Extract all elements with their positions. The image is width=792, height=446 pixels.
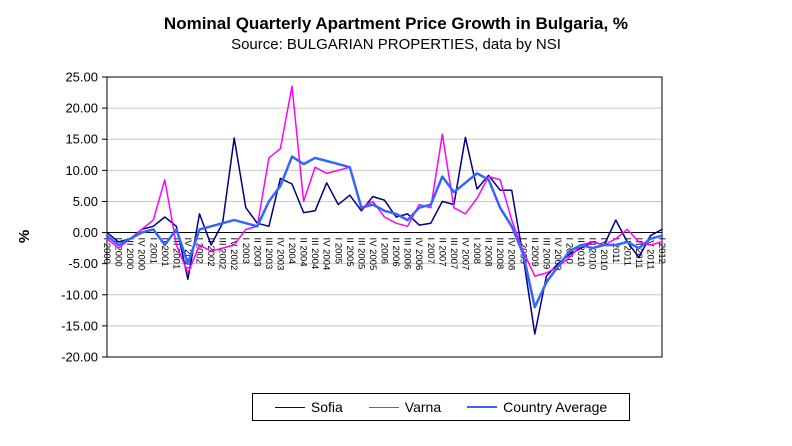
legend-line-country-average-icon [467,406,498,408]
legend-item-country-average: Country Average [467,399,607,415]
y-tick-label: 0.00 [73,225,98,240]
legend: Sofia Varna Country Average [251,393,631,421]
x-tick-label: IV 2006 [413,238,424,271]
x-tick-label: II 2006 [390,238,401,267]
y-tick-label: 20.00 [65,101,98,116]
x-tick-label: II 2005 [344,238,355,267]
legend-line-varna-icon [368,406,399,408]
plot-border [106,76,663,358]
x-tick-label: II 2001 [159,238,170,267]
x-tick-label: II 2010 [575,238,586,267]
y-tick-label: 15.00 [65,132,98,147]
x-tick-label: IV 2009 [552,238,563,271]
x-tick-label: I 2008 [471,238,482,264]
legend-label-varna: Varna [404,399,442,415]
x-tick-label: III 2009 [540,238,551,270]
x-tick-label: IV 2001 [182,238,193,271]
x-tick-label: IV 2000 [136,238,147,271]
series-line-varna [106,85,663,277]
x-tick-label: II 2007 [436,238,447,267]
x-tick-label: I 2006 [379,238,390,264]
x-tick-label: III 2003 [263,238,274,270]
x-tick-label: II 2002 [205,238,216,267]
x-tick-label: IV 2007 [459,238,470,271]
x-tick-label: IV 2011 [644,238,655,270]
legend-item-varna: Varna [368,399,442,415]
x-tick-label: I 2004 [286,238,297,264]
x-tick-label: IV 2005 [367,238,378,271]
x-tick-label: IV 2008 [506,238,517,271]
y-tick-label: -15.00 [61,318,98,333]
y-axis-label: % [16,229,34,244]
x-tick-label: I 2003 [240,238,251,264]
x-tick-label: III 2008 [494,238,505,270]
x-tick-label: IV 2004 [321,238,332,271]
x-tick-label: II 2000 [113,238,124,267]
x-tick-label: II 2011 [621,238,632,266]
x-tick-label: IV 2002 [228,238,239,271]
x-tick-label: III 2005 [355,238,366,270]
y-tick-label: 10.00 [65,163,98,178]
x-tick-label: II 2003 [251,238,262,267]
y-tick-label: 5.00 [73,194,98,209]
x-tick-label: II 2009 [529,238,540,267]
y-tick-label: -20.00 [61,350,98,365]
series-line-sofia [106,136,663,335]
y-tick-label: 25.00 [65,70,98,85]
x-tick-label: I 2001 [147,238,158,264]
x-tick-label: II 2004 [298,238,309,267]
x-tick-label: III 2004 [309,238,320,270]
x-tick-label: I 2005 [332,238,343,264]
y-axis: -20.00 -15.00 -10.00 -5.00 0.00 5.00 10.00 15.0… [61,70,107,365]
x-tick-label: III 2010 [587,238,598,270]
y-tick-label: -10.00 [61,287,98,302]
legend-label-country-average: Country Average [503,399,608,415]
x-tick-label: III 2006 [402,238,413,270]
legend-label-sofia: Sofia [310,399,343,415]
y-tick-label: -5.00 [68,256,98,271]
x-tick-label: I 2011 [610,238,621,264]
legend-item-sofia: Sofia [274,399,343,415]
x-tick-label: II 2008 [483,238,494,267]
chart-subtitle: Source: BULGARIAN PROPERTIES, data by NS… [231,36,561,53]
chart-title: Nominal Quarterly Apartment Price Growth… [163,14,629,33]
legend-row: Sofia Varna Country Average [45,393,792,421]
series-line-country-average [105,155,664,309]
x-tick-label: I 2002 [194,238,205,264]
line-chart: -20.00 -15.00 -10.00 -5.00 0.00 5.00 10.00 15.0… [61,70,667,365]
x-tick-label: IV 2003 [274,238,285,271]
x-tick-label: III 2007 [448,238,459,270]
x-tick-label: III 2002 [217,238,228,270]
x-tick-label: III 2000 [124,238,135,270]
x-tick-label: IV 2010 [598,238,609,271]
legend-line-sofia-icon [274,406,305,408]
x-tick-label: III 2011 [633,238,644,269]
x-tick-label: III 2001 [170,238,181,270]
x-tick-label: I 2007 [425,238,436,264]
